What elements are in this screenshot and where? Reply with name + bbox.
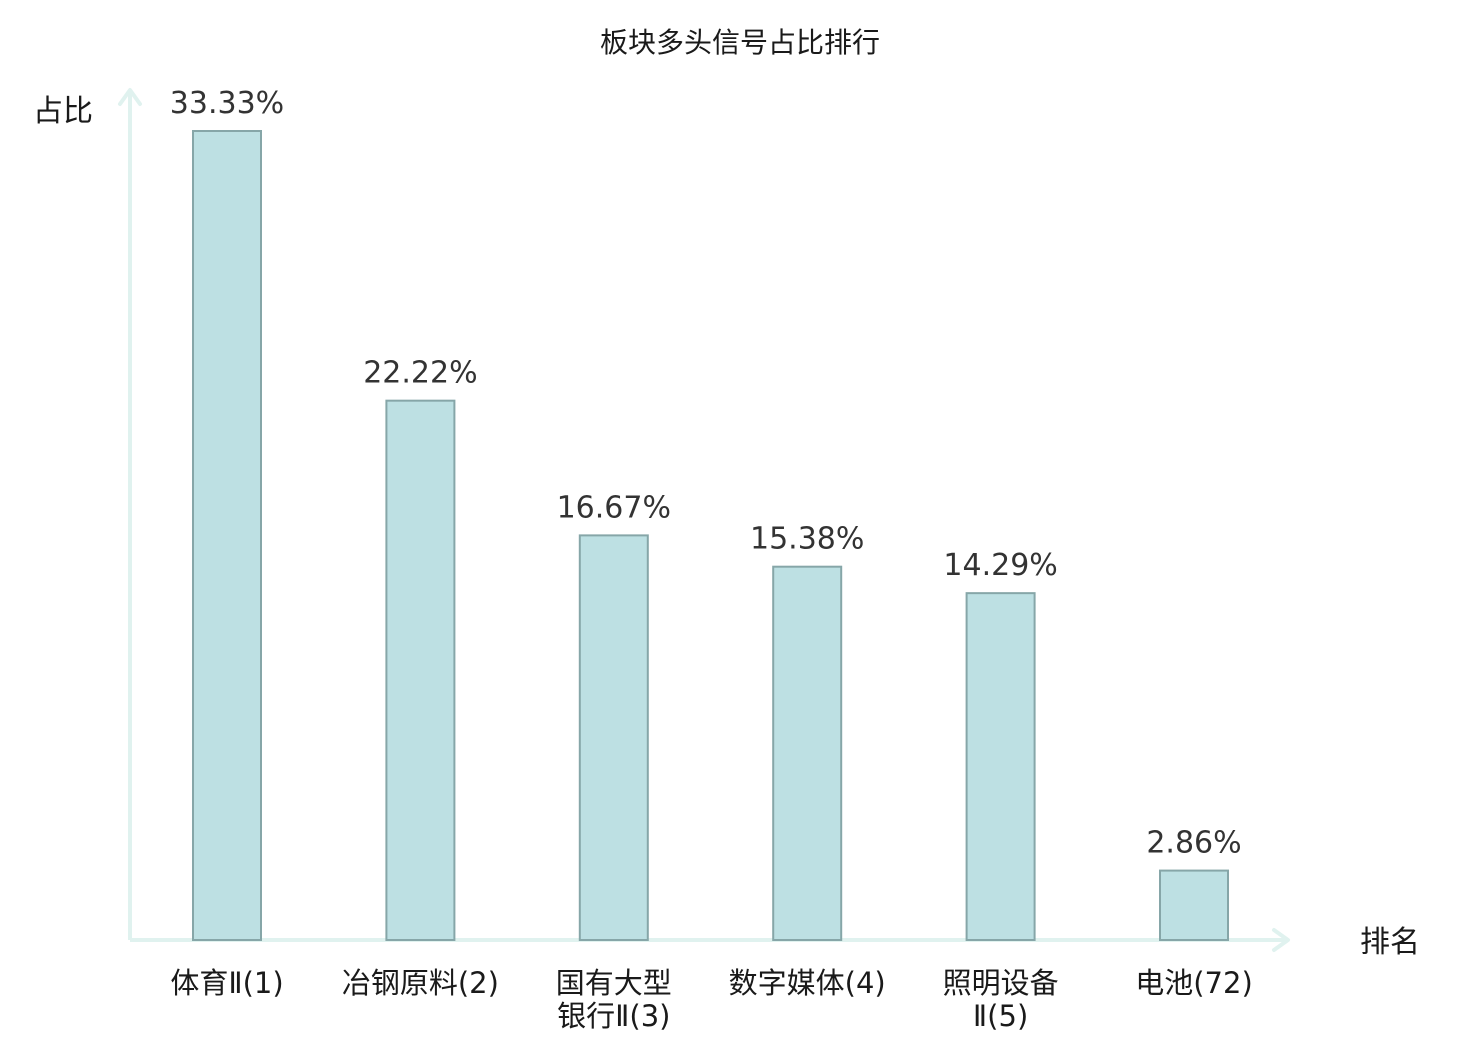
value-labels: 33.33% 22.22% 16.67% 15.38% 14.29% 2.86% xyxy=(170,86,1242,861)
x-tick-label: 数字媒体(4) xyxy=(729,966,886,1000)
bar xyxy=(385,399,456,941)
y-axis-arrow xyxy=(118,88,142,106)
x-tick-label: 照明设备 xyxy=(943,966,1059,1000)
bar-value-label: 2.86% xyxy=(1146,826,1241,861)
x-tick-label: Ⅱ(5) xyxy=(973,999,1028,1033)
bar xyxy=(965,592,1036,942)
x-tick-label: 国有大型 xyxy=(556,966,672,1000)
x-tick-label: 冶钢原料(2) xyxy=(342,966,499,1000)
bar-value-label: 16.67% xyxy=(557,490,671,525)
bar xyxy=(772,565,843,941)
bars xyxy=(192,130,1229,942)
bar-value-label: 33.33% xyxy=(170,86,284,121)
bar-value-label: 15.38% xyxy=(750,522,864,557)
x-tick-label: 电池(72) xyxy=(1135,966,1253,1000)
bar-value-label: 14.29% xyxy=(943,548,1057,583)
x-axis-label: 排名 xyxy=(1360,925,1420,960)
bar-value-label: 22.22% xyxy=(363,356,477,391)
bar xyxy=(578,534,649,942)
axes xyxy=(118,88,1290,952)
x-axis-arrow xyxy=(1272,928,1290,952)
x-tick-label: 银行Ⅱ(3) xyxy=(557,999,670,1033)
x-tick-label: 体育Ⅱ(1) xyxy=(170,966,283,1000)
chart-title: 板块多头信号占比排行 xyxy=(600,26,880,59)
bar xyxy=(192,130,262,941)
bar xyxy=(1159,869,1229,942)
y-axis-label: 占比 xyxy=(33,94,93,129)
